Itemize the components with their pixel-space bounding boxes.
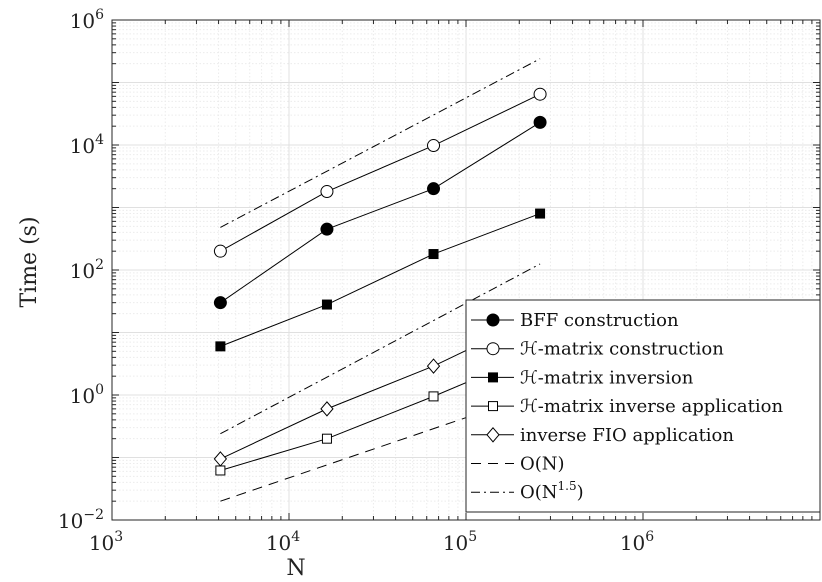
data-point-hmatrix-inverse-application — [428, 391, 439, 402]
legend-entry: BFF construction — [471, 310, 679, 331]
legend-label: ℋ-matrix construction — [520, 339, 724, 360]
legend-label: O(N) — [520, 454, 565, 475]
x-tick-labels: 103 104 105 106 — [89, 529, 654, 555]
y-tick-label-exponent: 4 — [95, 132, 104, 148]
legend-label: O(N1.5) — [520, 479, 584, 503]
series-hmatrix-construction — [213, 87, 547, 258]
data-point-inverse-fio-application — [320, 401, 334, 417]
series-line-bff-construction — [220, 121, 541, 304]
legend-marker — [488, 372, 498, 383]
data-point-inverse-fio-application — [426, 358, 441, 374]
x-tick-label-base: 10 — [443, 531, 468, 555]
series-order-n15-lower — [220, 263, 541, 435]
data-point-hmatrix-inversion — [215, 341, 226, 352]
x-tick-label-exponent: 5 — [468, 529, 477, 545]
x-tick-label: 106 — [620, 529, 654, 555]
x-tick-label-base: 10 — [620, 531, 645, 555]
y-tick-label-base: 10 — [70, 134, 95, 158]
legend-label: ℋ-matrix inversion — [520, 367, 694, 388]
y-tick-label-base: 10 — [70, 259, 95, 283]
y-axis-title: Time (s) — [17, 216, 42, 307]
y-tick-label: 10−2 — [58, 507, 104, 533]
data-point-hmatrix-construction — [320, 185, 334, 199]
legend-marker — [488, 401, 498, 412]
data-point-hmatrix-inverse-application — [321, 433, 332, 444]
legend-entry: ℋ-matrix inversion — [471, 367, 694, 388]
data-point-inverse-fio-application — [213, 451, 228, 467]
y-tick-label-base: 10 — [70, 9, 95, 33]
series-line-order-n15-upper — [220, 58, 541, 228]
y-tick-label: 102 — [70, 257, 104, 283]
x-axis-title: N — [286, 556, 305, 581]
x-tick-label-exponent: 4 — [291, 529, 300, 545]
data-point-hmatrix-inverse-application — [215, 465, 226, 476]
x-tick-label-exponent: 6 — [645, 529, 654, 545]
legend-label-tail: ) — [577, 482, 584, 503]
data-point-bff-construction — [533, 115, 547, 129]
legend-label: inverse FIO application — [520, 425, 734, 446]
series-hmatrix-inversion — [215, 208, 546, 352]
data-point-bff-construction — [320, 222, 334, 236]
legend-label: ℋ-matrix inverse application — [520, 396, 783, 417]
y-tick-label: 100 — [70, 382, 104, 408]
x-tick-label-base: 10 — [266, 531, 291, 555]
data-point-hmatrix-construction — [427, 139, 441, 153]
x-tick-label-base: 10 — [89, 531, 114, 555]
legend-label: BFF construction — [520, 310, 679, 331]
series-bff-construction — [213, 115, 547, 310]
series-line-hmatrix-inversion — [220, 213, 541, 347]
data-point-hmatrix-inversion — [428, 249, 439, 260]
x-tick-label: 103 — [89, 529, 123, 555]
legend-entry: O(N) — [471, 454, 565, 475]
legend: BFF construction ℋ-matrix construction ℋ-m… — [465, 299, 821, 513]
data-point-bff-construction — [427, 182, 441, 196]
series-line-hmatrix-construction — [220, 93, 541, 252]
y-tick-label-base: 10 — [70, 384, 95, 408]
legend-box — [465, 299, 821, 513]
y-tick-label: 104 — [70, 132, 104, 158]
y-tick-label-exponent: 2 — [95, 257, 104, 273]
legend-entry: O(N1.5) — [471, 479, 584, 503]
data-point-hmatrix-inversion — [321, 299, 332, 310]
legend-marker — [486, 342, 500, 356]
y-tick-label: 106 — [70, 7, 104, 33]
data-point-hmatrix-construction — [213, 244, 227, 258]
y-tick-label-exponent: 6 — [95, 7, 104, 23]
legend-label-main: O(N — [520, 482, 558, 503]
data-point-bff-construction — [213, 296, 227, 310]
data-point-hmatrix-inversion — [535, 208, 546, 219]
data-point-hmatrix-construction — [533, 87, 547, 101]
series-order-n15-upper — [220, 58, 541, 228]
legend-entry: inverse FIO application — [471, 425, 734, 446]
x-tick-label: 105 — [443, 529, 477, 555]
x-tick-label-exponent: 3 — [114, 529, 123, 545]
series-line-order-n15-lower — [220, 263, 541, 435]
legend-label-main: O(N) — [520, 454, 565, 475]
legend-label-superscript: 1.5 — [558, 479, 577, 493]
legend-entry: ℋ-matrix construction — [471, 339, 724, 360]
legend-marker — [486, 427, 500, 443]
y-tick-label-exponent: −2 — [83, 507, 104, 523]
x-tick-label: 104 — [266, 529, 300, 555]
legend-entry: ℋ-matrix inverse application — [471, 396, 783, 417]
y-tick-label-base: 10 — [58, 509, 83, 533]
legend-marker — [486, 313, 500, 327]
y-tick-label-exponent: 0 — [95, 382, 104, 398]
